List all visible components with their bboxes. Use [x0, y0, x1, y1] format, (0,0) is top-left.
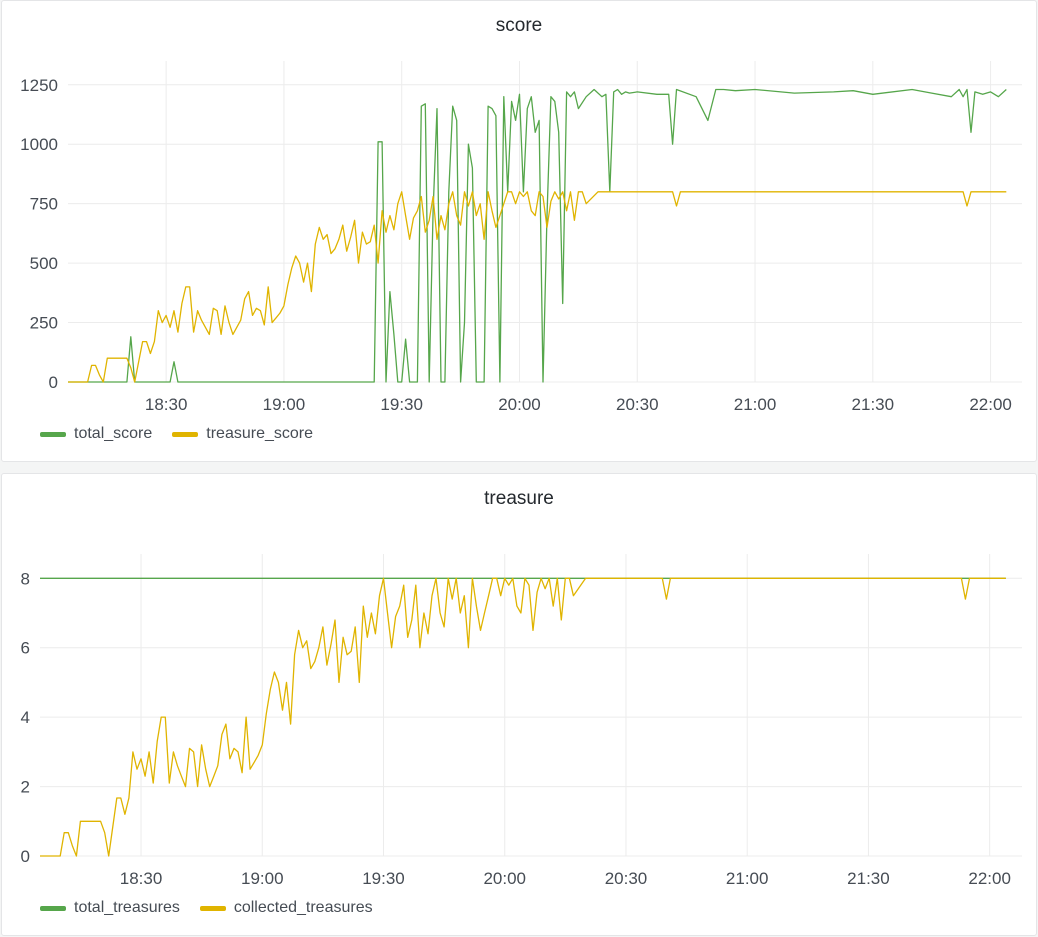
score-panel: score 0 250 500 750 1000 1250 18:30 19:00 19:30 2…: [1, 0, 1037, 462]
y-tick-label: 0: [21, 847, 30, 866]
legend-label: treasure_score: [206, 425, 313, 442]
x-tick-label: 19:30: [362, 869, 405, 888]
series-line-total_score: [68, 88, 1007, 383]
treasure-chart: 0 2 4 6 8 18:30 19:00 19:30 20:00 20:30 21:00 21:30…: [21, 554, 1022, 888]
y-tick-label: 1250: [20, 76, 58, 95]
legend-label: collected_treasures: [233, 899, 373, 916]
y-tick-label: 500: [30, 254, 58, 273]
y-tick-label: 6: [21, 639, 30, 658]
x-tick-label: 20:30: [605, 869, 648, 888]
legend-item-treasure-score[interactable]: treasure_score: [172, 425, 313, 443]
panel-title: treasure: [484, 488, 554, 509]
x-tick-label: 21:30: [852, 395, 895, 414]
series-line-collected_treasures: [40, 577, 1006, 857]
panel-title: score: [495, 15, 543, 36]
x-tick-label: 21:00: [726, 869, 769, 888]
y-tick-label: 1000: [20, 135, 58, 154]
x-tick-label: 19:00: [241, 869, 284, 888]
legend-label: total_treasures: [74, 899, 180, 916]
y-tick-label: 2: [21, 778, 30, 797]
x-tick-label: 19:30: [380, 395, 423, 414]
x-tick-label: 21:30: [847, 869, 890, 888]
legend-swatch-icon: [172, 431, 199, 437]
x-tick-label: 19:00: [263, 395, 306, 414]
legend: total_score treasure_score: [40, 425, 313, 443]
x-tick-label: 20:30: [616, 395, 659, 414]
y-tick-label: 750: [30, 195, 58, 214]
y-tick-label: 4: [21, 708, 30, 727]
legend-item-collected-treasures[interactable]: collected_treasures: [199, 899, 373, 917]
grid: [40, 554, 1022, 857]
y-tick-label: 250: [30, 314, 58, 333]
y-tick-label: 0: [49, 373, 58, 392]
x-tick-label: 21:00: [734, 395, 777, 414]
score-chart: 0 250 500 750 1000 1250 18:30 19:00 19:30 20:00 20…: [20, 61, 1022, 414]
series-line-treasure_score: [68, 191, 1007, 383]
x-tick-label: 22:00: [969, 395, 1012, 414]
legend-swatch-icon: [40, 431, 66, 437]
treasure-panel: treasure 0 2 4 6 8 18:30 19:00 19:30 20:00 20:30 2…: [1, 473, 1037, 936]
legend-swatch-icon: [40, 905, 66, 911]
x-tick-label: 18:30: [120, 869, 163, 888]
legend-swatch-icon: [199, 905, 226, 911]
x-tick-label: 20:00: [483, 869, 526, 888]
legend: total_treasures collected_treasures: [40, 899, 373, 917]
y-tick-label: 8: [21, 569, 30, 588]
legend-label: total_score: [74, 425, 153, 442]
legend-item-total-treasures[interactable]: total_treasures: [40, 899, 180, 917]
legend-item-total-score[interactable]: total_score: [40, 425, 152, 443]
x-tick-label: 18:30: [145, 395, 188, 414]
x-tick-label: 20:00: [498, 395, 541, 414]
x-tick-label: 22:00: [968, 869, 1011, 888]
grid: [68, 61, 1022, 383]
